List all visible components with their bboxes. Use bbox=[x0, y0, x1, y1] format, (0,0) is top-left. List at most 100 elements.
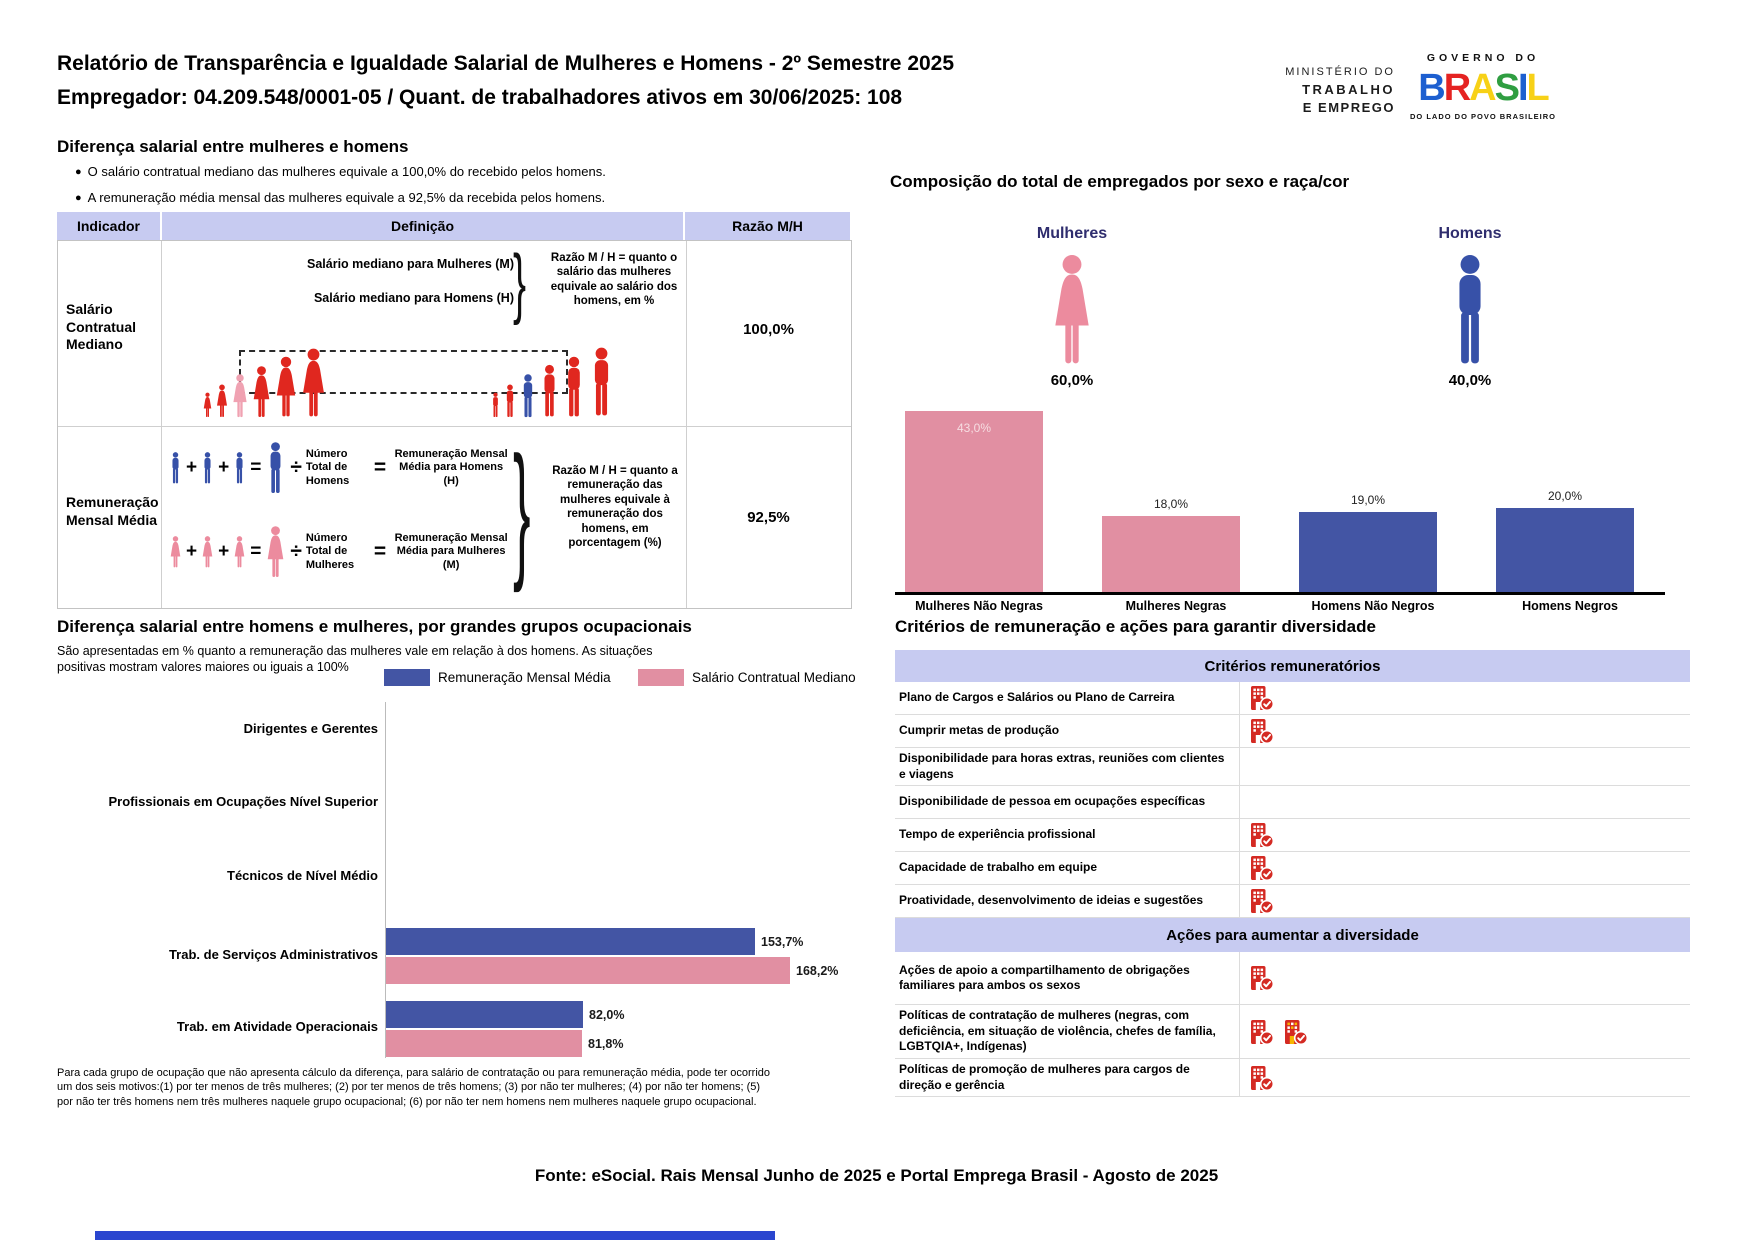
source-note: Fonte: eSocial. Rais Mensal Junho de 202… bbox=[534, 1166, 1219, 1185]
criteria-row: Disponibilidade de pessoa em ocupações e… bbox=[895, 786, 1690, 820]
composition-chart: 43,0% 18,0% 19,0% 20,0% bbox=[895, 402, 1670, 592]
criteria-row: Proatividade, desenvolvimento de ideias … bbox=[895, 885, 1690, 919]
plus-operator: + bbox=[218, 457, 230, 478]
male-figure-icon bbox=[504, 384, 516, 418]
building-check-icon bbox=[1248, 685, 1274, 711]
row2-ratio-value: 92,5% bbox=[747, 509, 790, 526]
ministry-line3: E EMPREGO bbox=[1302, 100, 1395, 115]
female-figure-icon bbox=[301, 348, 326, 418]
bar-value-label: 43,0% bbox=[956, 421, 992, 435]
female-large-figure-icon bbox=[1052, 254, 1092, 366]
building-check-icon bbox=[1248, 888, 1274, 914]
row2-note: Razão M / H = quanto a remuneração das m… bbox=[552, 465, 678, 549]
occupational-heading: Diferença salarial entre homens e mulher… bbox=[57, 617, 692, 636]
building-check-icon bbox=[1248, 965, 1274, 991]
female-figure-icon bbox=[275, 356, 297, 418]
criteria-table: Critérios remuneratórios Plano de Cargos… bbox=[895, 650, 1690, 1098]
bar-operacional-salario: 81,8% bbox=[386, 1030, 623, 1057]
grid-line bbox=[686, 241, 687, 608]
page-title: Relatório de Transparência e Igualdade S… bbox=[57, 52, 955, 75]
occupational-description: São apresentadas em % quanto a remuneraç… bbox=[57, 644, 653, 675]
equals-operator: = bbox=[250, 457, 262, 478]
divide-operator: ÷ bbox=[290, 456, 302, 479]
criteria-row: Plano de Cargos e Salários ou Plano de C… bbox=[895, 682, 1690, 715]
bar-value-label: 82,0% bbox=[589, 1007, 625, 1022]
women-avg-label: Remuneração Mensal Média para Mulheres (… bbox=[394, 532, 508, 571]
grid-line bbox=[58, 426, 851, 427]
female-figure-icon bbox=[265, 526, 286, 578]
grid-line bbox=[161, 241, 162, 608]
occ-category-1: Dirigentes e Gerentes bbox=[243, 721, 378, 736]
gov-logo-name: BRASIL bbox=[1418, 67, 1549, 109]
female-figure-icon bbox=[169, 536, 182, 568]
occupational-footnote: Para cada grupo de ocupação que não apre… bbox=[57, 1067, 771, 1108]
criteria-label: Ações de apoio a compartilhamento de obr… bbox=[895, 952, 1240, 1005]
bar-mulheres-negras bbox=[1102, 516, 1240, 592]
salary-diff-heading: Diferença salarial entre mulheres e home… bbox=[57, 137, 409, 156]
criteria-label: Capacidade de trabalho em equipe bbox=[895, 852, 1240, 885]
bar-value-label: 153,7% bbox=[761, 934, 804, 949]
composition-axis-line bbox=[895, 592, 1665, 595]
brace-glyph: } bbox=[513, 425, 531, 593]
men-avg-label: Remuneração Mensal Média para Homens (H) bbox=[394, 448, 508, 487]
criteria-label: Políticas de contratação de mulheres (ne… bbox=[895, 1005, 1240, 1058]
bullet-icon: ● bbox=[75, 166, 82, 178]
women-count-label: Número Total de Mulheres bbox=[305, 532, 355, 571]
criteria-row: Disponibilidade para horas extras, reuni… bbox=[895, 748, 1690, 787]
bar-value-label: 81,8% bbox=[588, 1036, 624, 1051]
ministry-logo: MINISTÉRIO DO TRABALHO E EMPREGO bbox=[1145, 66, 1395, 115]
male-figure-icon bbox=[265, 442, 286, 494]
occ-category-5: Trab. em Atividade Operacionais bbox=[176, 1019, 378, 1034]
gov-logo-tagline: DO LADO DO POVO BRASILEIRO bbox=[1410, 112, 1556, 121]
men-total-pct: 40,0% bbox=[1448, 372, 1492, 389]
legend-salario: Salário Contratual Mediano bbox=[638, 669, 856, 686]
occupational-axis-line bbox=[385, 702, 386, 1058]
female-figure-icon bbox=[252, 366, 271, 418]
criteria-label: Tempo de experiência profissional bbox=[895, 819, 1240, 852]
row1-definition: Salário mediano para Mulheres (M) Salári… bbox=[161, 241, 686, 426]
salary-bullet-2: ● A remuneração média mensal das mulheres… bbox=[75, 190, 606, 205]
occ-category-3: Técnicos de Nível Médio bbox=[227, 868, 378, 883]
male-figure-icon bbox=[491, 392, 500, 418]
bottom-blue-strip bbox=[95, 1231, 775, 1240]
salary-table: Salário Contratual Mediano Salário media… bbox=[57, 240, 852, 609]
criteria-label: Proatividade, desenvolvimento de ideias … bbox=[895, 885, 1240, 918]
table-header-indicador: Indicador bbox=[57, 212, 160, 240]
bar-value-label: 20,0% bbox=[1547, 489, 1583, 503]
legend-remuneracao: Remuneração Mensal Média bbox=[384, 669, 611, 686]
governo-do-brasil-logo: GOVERNO DO BRASIL DO LADO DO POVO BRASIL… bbox=[1410, 52, 1556, 121]
legend-swatch-pink bbox=[638, 669, 684, 686]
occ-category-2: Profissionais em Ocupações Nível Superio… bbox=[108, 794, 378, 809]
male-median-figure-icon bbox=[520, 374, 536, 418]
salary-bullet-1: ● O salário contratual mediano das mulher… bbox=[75, 164, 606, 179]
criteria-label: Cumprir metas de produção bbox=[895, 715, 1240, 747]
comp-category-2: Mulheres Negras bbox=[1125, 599, 1227, 613]
plus-operator: + bbox=[218, 541, 230, 562]
criteria-row: Políticas de contratação de mulheres (ne… bbox=[895, 1005, 1690, 1059]
criteria-row: Capacidade de trabalho em equipe bbox=[895, 852, 1690, 886]
median-dashed-box bbox=[239, 350, 568, 394]
criteria-label: Políticas de promoção de mulheres para c… bbox=[895, 1058, 1240, 1097]
comp-category-3: Homens Não Negros bbox=[1311, 599, 1435, 613]
building-check-alt-icon bbox=[1282, 1019, 1308, 1045]
building-check-icon bbox=[1248, 1065, 1274, 1091]
page-subtitle: Empregador: 04.209.548/0001-05 / Quant. … bbox=[57, 86, 903, 109]
bullet-icon: ● bbox=[75, 192, 82, 204]
criteria-header-acoes: Ações para aumentar a diversidade bbox=[895, 918, 1690, 953]
bar-operacional-remuneracao: 82,0% bbox=[386, 1001, 624, 1028]
plus-operator: + bbox=[186, 541, 198, 562]
equals-operator: = bbox=[250, 541, 262, 562]
male-figure-icon bbox=[169, 452, 182, 484]
female-figure-icon bbox=[201, 536, 214, 568]
bar-admin-salario: 168,2% bbox=[386, 957, 838, 984]
female-figure-icon bbox=[216, 384, 228, 418]
row2-indicator: Remuneração Mensal Média bbox=[66, 494, 159, 528]
ministry-line1: MINISTÉRIO DO bbox=[1285, 66, 1395, 78]
female-median-figure-icon bbox=[232, 374, 248, 418]
brace-glyph: } bbox=[513, 238, 527, 326]
comp-category-4: Homens Negros bbox=[1522, 599, 1618, 613]
female-figure-icon bbox=[233, 536, 246, 568]
bar-mulheres-nao-negras bbox=[905, 411, 1043, 592]
gov-logo-top: GOVERNO DO bbox=[1427, 52, 1539, 64]
